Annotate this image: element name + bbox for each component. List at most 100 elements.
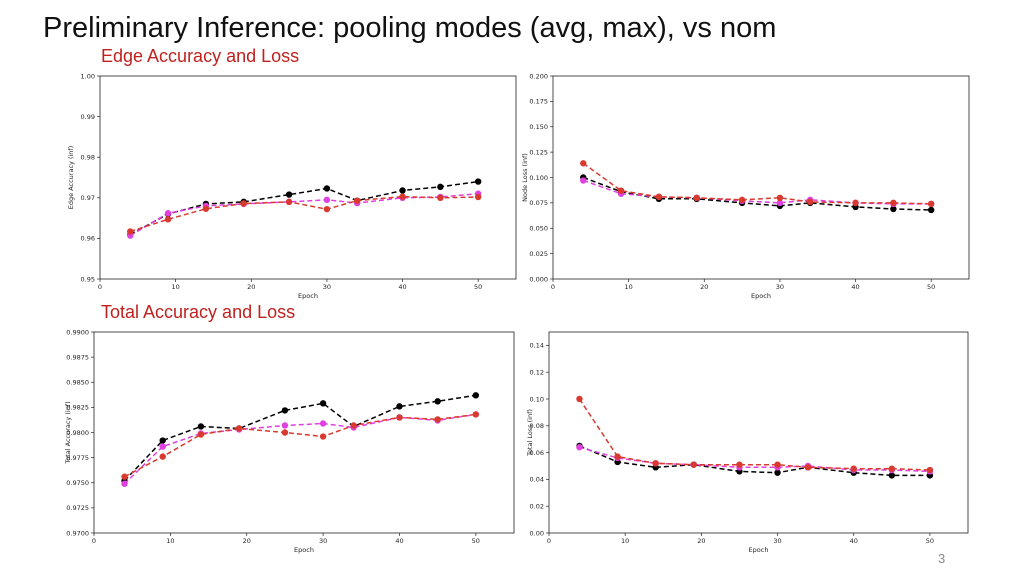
data-point-series-3 (437, 194, 444, 201)
y-tick-label: 0.050 (529, 225, 548, 233)
data-point-series-3 (235, 425, 243, 432)
section-heading-edge: Edge Accuracy and Loss (101, 46, 300, 66)
plot-frame (99, 75, 517, 280)
data-point-series-3 (323, 205, 331, 213)
x-tick-label: 0 (98, 283, 102, 291)
x-tick-label: 0 (547, 537, 551, 545)
x-tick-label: 10 (624, 283, 632, 291)
plot-frame (93, 331, 515, 534)
y-tick-label: 0.9750 (66, 479, 89, 487)
total-loss-chart: 0 10 20 30 40 50 0.00 0.02 0.04 0.06 0.08 0.10 0.12 0… (526, 331, 969, 554)
plot-frame (548, 331, 969, 534)
y-tick-label: 0.9850 (66, 379, 89, 387)
data-point-series-3 (434, 416, 441, 423)
data-point-series-3 (890, 199, 897, 207)
data-point-series-3 (927, 200, 935, 208)
y-tick-label: 0.9775 (66, 454, 89, 462)
data-point-series-1 (890, 205, 897, 213)
data-point-series-2 (776, 199, 784, 207)
y-tick-label: 0.00 (530, 529, 544, 537)
x-tick-label: 30 (319, 537, 327, 545)
x-tick-label: 10 (621, 537, 629, 545)
data-point-series-3 (399, 193, 406, 200)
data-point-series-3 (396, 414, 403, 421)
y-tick-label: 0.9875 (66, 353, 89, 361)
data-point-series-1 (285, 191, 293, 198)
y-tick-label: 0.04 (530, 476, 544, 484)
data-point-series-3 (776, 194, 784, 201)
y-tick-label: 0.175 (529, 98, 548, 106)
data-point-series-1 (474, 178, 482, 185)
x-axis-label: Epoch (298, 292, 318, 300)
y-axis-label: Edge Accuracy (inf) (67, 146, 75, 209)
x-tick-label: 40 (395, 537, 403, 545)
data-point-series-3 (652, 460, 659, 467)
data-point-series-1 (927, 206, 935, 214)
y-tick-label: 0.97 (81, 194, 95, 202)
x-tick-label: 10 (171, 283, 179, 291)
data-point-series-1 (434, 398, 441, 405)
y-tick-label: 0.025 (529, 250, 548, 258)
x-tick-label: 0 (92, 537, 96, 545)
data-point-series-3 (614, 453, 621, 460)
x-tick-label: 20 (247, 283, 255, 291)
data-point-series-3 (617, 187, 625, 194)
data-point-series-2 (164, 210, 172, 217)
data-point-series-3 (774, 461, 781, 468)
y-tick-label: 0.9825 (66, 404, 89, 412)
x-tick-label: 40 (850, 537, 858, 545)
x-tick-label: 40 (398, 283, 406, 291)
y-tick-label: 0.075 (529, 199, 548, 207)
edge-accuracy-chart: 0 10 20 30 40 50 0.95 0.96 0.97 0.98 0.99 1.00 Epoch… (67, 72, 517, 300)
data-point-series-3 (197, 431, 205, 438)
data-point-series-3 (285, 198, 293, 206)
section-heading-total: Total Accuracy and Loss (101, 302, 296, 322)
y-tick-label: 0.9800 (66, 429, 89, 437)
data-point-series-1 (159, 437, 166, 444)
data-point-series-1 (774, 469, 781, 476)
data-point-series-3 (202, 205, 210, 212)
data-point-series-1 (281, 407, 289, 414)
x-tick-label: 10 (166, 537, 174, 545)
data-point-series-3 (580, 160, 587, 167)
data-point-series-1 (323, 185, 331, 192)
data-point-series-3 (655, 193, 663, 200)
x-axis-label: Epoch (751, 292, 771, 300)
x-axis-label: Epoch (749, 546, 769, 554)
y-tick-label: 0.98 (81, 154, 95, 162)
x-tick-label: 50 (927, 283, 935, 291)
data-point-series-3 (127, 228, 134, 235)
y-tick-label: 0.99 (81, 113, 95, 121)
y-tick-label: 0.14 (530, 342, 544, 350)
data-point-series-3 (472, 411, 480, 418)
y-tick-label: 0.000 (529, 275, 548, 283)
data-point-series-3 (121, 473, 128, 480)
data-point-series-3 (926, 466, 934, 474)
page-number: 3 (938, 551, 946, 566)
y-tick-label: 0.9725 (66, 504, 89, 512)
series-line-3 (124, 413, 476, 478)
data-point-series-3 (738, 196, 746, 204)
data-point-series-3 (319, 433, 327, 440)
data-point-series-2 (281, 422, 289, 429)
y-tick-label: 0.96 (81, 235, 95, 243)
data-point-series-1 (319, 400, 327, 407)
y-tick-label: 0.95 (81, 275, 95, 283)
data-point-series-3 (693, 194, 700, 201)
y-tick-label: 0.9700 (66, 529, 89, 537)
data-point-series-2 (121, 480, 128, 487)
data-point-series-2 (580, 177, 587, 184)
data-point-series-3 (240, 200, 247, 207)
total-accuracy-chart: 0 10 20 30 40 50 0.9700 0.9725 0.9750 0.9775 0.980… (64, 328, 515, 554)
x-tick-label: 20 (243, 537, 251, 545)
data-point-series-3 (850, 465, 857, 472)
x-tick-label: 50 (926, 537, 934, 545)
data-point-series-3 (159, 453, 166, 460)
series-line-1 (123, 394, 476, 482)
series-line-2 (583, 179, 932, 205)
y-tick-label: 0.08 (530, 422, 544, 430)
data-point-series-3 (350, 422, 357, 429)
data-point-series-3 (888, 465, 896, 472)
data-point-series-1 (472, 392, 480, 399)
series-line-3 (578, 398, 930, 471)
